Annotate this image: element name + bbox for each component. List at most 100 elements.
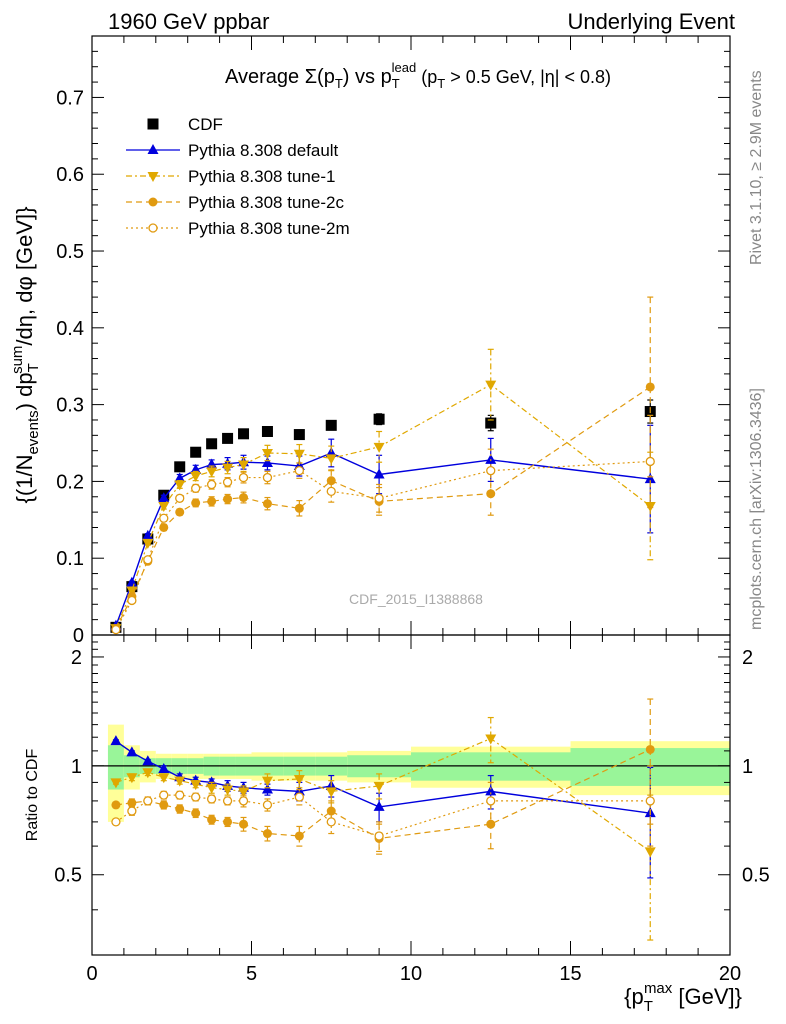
pythia-8-308-tune-1-point <box>485 380 497 391</box>
pythia-8-308-tune-2m-point <box>111 817 121 827</box>
pythia-8-308-tune-2c-point <box>486 819 496 829</box>
pythia-8-308-tune-1-point <box>485 734 497 745</box>
watermark-label: CDF_2015_I1388868 <box>349 591 483 607</box>
pythia-8-308-tune-2c-point <box>111 800 121 810</box>
ratio-y-tick-label: 1 <box>71 756 82 778</box>
main-y-tick-label: 0.4 <box>56 318 84 340</box>
pythia-8-308-tune-1-point <box>126 586 138 597</box>
pythia-8-308-tune-1-point <box>222 785 234 796</box>
rivet-version-label: Rivet 3.1.10, ≥ 2.9M events <box>748 70 765 265</box>
pythia-8-308-tune-2m-point <box>326 817 336 827</box>
ratio-y-tick-label: 2 <box>71 647 82 669</box>
main-y-tick-label: 0.5 <box>56 241 84 263</box>
pythia-8-308-default-point <box>142 755 154 766</box>
pythia-8-308-tune-1-point <box>190 780 202 791</box>
x-tick-label: 5 <box>246 963 257 985</box>
cdf-point <box>485 417 497 429</box>
pythia-8-308-tune-2m-point <box>143 796 153 806</box>
pythia-8-308-tune-2m-point <box>326 486 336 497</box>
pythia-8-308-tune-2m-point <box>175 493 185 503</box>
pythia-8-308-tune-2m-point <box>374 831 384 841</box>
pythia-8-308-tune-2c-point <box>486 489 496 499</box>
x-tick-label: 0 <box>86 963 97 985</box>
pythia-8-308-tune-1-point <box>110 778 122 789</box>
pythia-8-308-tune-1-point <box>142 538 154 549</box>
legend-label-pythia-8-308-tune-2m: Pythia 8.308 tune-2m <box>188 219 350 238</box>
pythia-8-308-tune-2m-point <box>645 456 655 467</box>
main-y-tick-label: 0 <box>73 625 84 647</box>
pythia-8-308-tune-1-point <box>373 781 385 792</box>
pythia-8-308-tune-1-point <box>293 774 305 785</box>
ratio-panel: 0.5 0.51 12 20 5 10 15 20 Ratio to CDF <box>24 634 770 985</box>
pythia-8-308-default-point <box>485 785 497 796</box>
cdf-point <box>238 428 250 440</box>
pythia-8-308-tune-2m-point <box>127 806 137 816</box>
pythia-8-308-tune-2m-point <box>191 792 201 802</box>
cdf-point <box>190 446 202 458</box>
legend-label-cdf: CDF <box>188 115 223 134</box>
pythia-8-308-tune-1-point <box>206 467 218 478</box>
header-collision-label: 1960 GeV ppbar <box>108 9 269 34</box>
main-y-tick-label: 0.6 <box>56 164 84 186</box>
pythia-8-308-tune-2c-point <box>159 800 169 810</box>
legend-marker-pythia-8-308-tune-1 <box>147 172 159 182</box>
pythia-8-308-tune-2m-point <box>294 466 305 476</box>
pythia-8-308-tune-2c-point <box>262 829 272 839</box>
pythia-8-308-default-point <box>485 453 497 464</box>
pythia-8-308-tune-2c-point <box>294 503 304 513</box>
pythia-8-308-tune-2c-point <box>127 798 137 808</box>
pythia-8-308-tune-1-point <box>325 787 337 798</box>
pythia-8-308-default-point <box>644 473 656 484</box>
pythia-8-308-tune-2m-point <box>159 790 169 800</box>
pythia-8-308-default-point <box>373 800 385 811</box>
pythia-8-308-tune-1-point <box>293 449 305 460</box>
pythia-8-308-tune-2m-series <box>111 414 655 635</box>
ratio-y-tick-label-right: 1 <box>742 756 753 778</box>
header-analysis-label: Underlying Event <box>567 9 735 34</box>
pythia-8-308-tune-1-point <box>142 768 154 779</box>
cdf-point <box>174 461 186 473</box>
pythia-8-308-tune-2m-point <box>486 466 496 476</box>
pythia-8-308-tune-2c-point <box>239 493 249 503</box>
pythia-8-308-tune-2m-point <box>374 493 384 503</box>
pythia-8-308-default-point <box>261 783 273 794</box>
pythia-8-308-default-point <box>174 472 186 483</box>
pythia-8-308-tune-2c-point <box>207 496 217 506</box>
pythia-8-308-tune-1-point <box>261 776 273 787</box>
pythia-8-308-default-point <box>126 576 138 587</box>
cdf-point <box>325 419 337 431</box>
pythia-8-308-tune-1-point <box>190 472 202 483</box>
pythia-8-308-tune-2c-point <box>175 804 185 814</box>
pythia-8-308-default-point <box>126 746 138 757</box>
main-title: Average Σ(pT) vs pTlead (pT > 0.5 GeV, |… <box>225 60 611 91</box>
main-y-tick-label: 0.3 <box>56 395 84 417</box>
pythia-8-308-tune-1-point <box>325 454 337 465</box>
ratio-y-tick-label: 0.5 <box>54 865 82 887</box>
pythia-8-308-default-point <box>158 492 170 503</box>
pythia-8-308-tune-2c-point <box>645 382 655 392</box>
pythia-8-308-tune-2m-point <box>111 624 121 635</box>
pythia-8-308-tune-1-point <box>373 442 385 453</box>
mcplots-label: mcplots.cern.ch [arXiv:1306.3436] <box>748 388 765 630</box>
ratio-y-tick-label-right: 2 <box>742 647 753 669</box>
legend-marker-pythia-8-308-default <box>147 144 159 154</box>
pythia-8-308-tune-2m-point <box>222 796 233 806</box>
main-y-tick-label: 0.7 <box>56 87 84 109</box>
x-tick-label: 15 <box>559 963 581 985</box>
legend-label-pythia-8-308-tune-2c: Pythia 8.308 tune-2c <box>188 193 344 212</box>
cdf-point <box>261 425 273 437</box>
cdf-point <box>293 429 305 441</box>
pythia-8-308-tune-2m-point <box>238 472 249 483</box>
pythia-8-308-tune-2c-point <box>239 819 249 829</box>
pythia-8-308-tune-2c-point <box>191 808 201 818</box>
pythia-8-308-tune-2m-point <box>294 792 305 802</box>
cdf-point <box>373 413 385 425</box>
pythia-8-308-tune-2c-point <box>175 507 185 517</box>
pythia-8-308-default-point <box>142 529 154 540</box>
pythia-8-308-tune-2c-point <box>223 817 233 827</box>
pythia-8-308-tune-2m-point <box>159 513 169 523</box>
legend-label-pythia-8-308-default: Pythia 8.308 default <box>188 141 339 160</box>
pythia-8-308-tune-2m-point <box>127 595 137 606</box>
pythia-8-308-tune-1-point <box>222 463 234 474</box>
